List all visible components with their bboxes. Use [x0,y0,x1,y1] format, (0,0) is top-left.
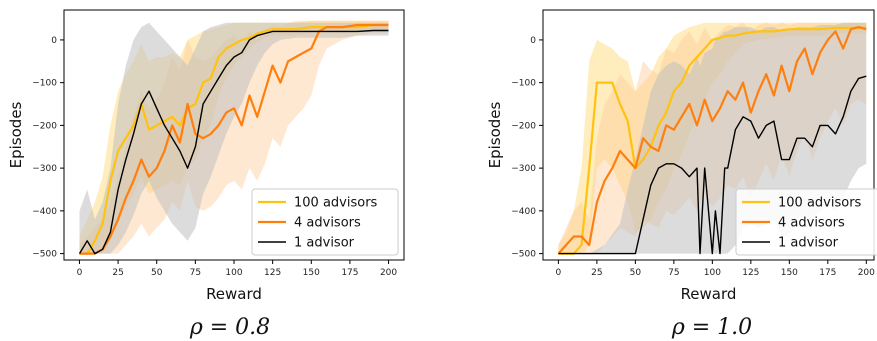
chart-panel-rho-0-8: 0 25 50 75 100 125 150 175 200 0 −100 −200 −300 −400 −… [7,9,405,340]
y-tick-label: −500 [32,250,57,260]
x-axis-label: Reward [206,285,262,303]
y-tick-label: −200 [32,121,57,131]
x-tick-label: 125 [264,268,281,278]
x-tick-label: 50 [630,268,642,278]
series-line-1-advisor [78,29,389,255]
y-axis-label: Episodes [7,101,25,168]
y-tick-label: −200 [511,121,536,131]
legend-label: 100 advisors [778,196,862,211]
series-line-100-advisors [79,23,389,255]
series-line-4-advisors [79,23,389,255]
y-tick-label: −100 [32,79,57,89]
y-tick-label: −400 [511,207,536,217]
x-tick-label: 0 [77,268,83,278]
x-tick-label: 50 [151,268,163,278]
legend-box [735,188,877,256]
y-tick-label: −400 [32,207,57,217]
axes-frame [542,9,875,261]
panel-caption: ρ = 1.0 [671,315,752,340]
x-tick-label: 175 [819,268,836,278]
series-line-1-advisor [558,75,867,255]
x-tick-label: 25 [591,268,602,278]
x-tick-label: 175 [341,268,358,278]
legend-box [251,188,399,256]
x-tick-label: 200 [380,268,397,278]
x-tick-label: 100 [225,268,242,278]
x-tick-label: 200 [858,268,875,278]
legend-label: 100 advisors [294,196,378,211]
y-tick-label: 0 [51,36,57,46]
x-tick-label: 125 [742,268,759,278]
x-tick-label: 100 [704,268,721,278]
x-tick-label: 25 [112,268,123,278]
legend: 100 advisors 4 advisors 1 advisor [251,188,399,256]
legend-label: 4 advisors [294,216,361,231]
x-tick-label: 75 [190,268,201,278]
x-tick-label: 75 [668,268,679,278]
legend-label: 1 advisor [294,236,355,251]
plot-area [78,20,389,255]
y-axis-label: Episodes [486,101,504,168]
x-axis-label: Reward [681,285,737,303]
panel-caption: ρ = 0.8 [189,315,270,340]
series-line-100-advisors [558,26,867,255]
legend: 100 advisors 4 advisors 1 advisor [735,188,877,256]
confidence-band-1-advisor [79,22,389,254]
y-tick-label: −100 [511,79,536,89]
x-tick-label: 150 [303,268,320,278]
chart-panel-rho-1-0: 0 25 50 75 100 125 150 175 200 0 −100 −200 −300 −400 −… [486,9,877,340]
y-tick-label: −500 [511,250,536,260]
legend-label: 1 advisor [778,236,839,251]
y-tick-label: −300 [511,164,536,174]
x-tick-label: 150 [781,268,798,278]
legend-label: 4 advisors [778,216,845,231]
series-line-4-advisors [557,26,867,255]
y-tick-label: 0 [530,36,536,46]
y-tick-label: −300 [32,164,57,174]
x-tick-label: 0 [556,268,562,278]
